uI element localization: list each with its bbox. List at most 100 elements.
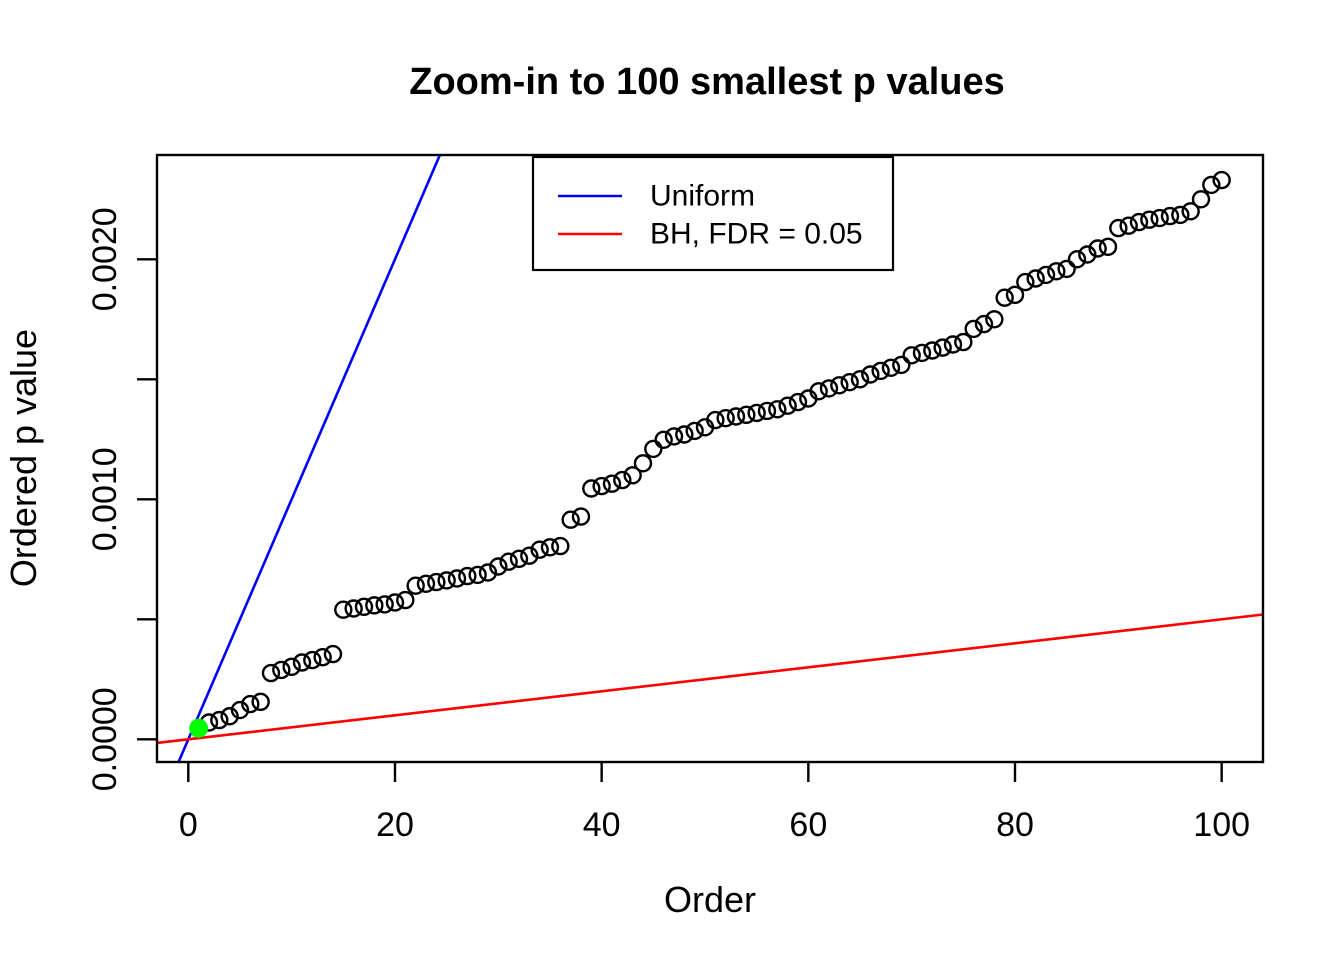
data-point — [582, 479, 601, 498]
data-point — [1181, 202, 1200, 221]
data-point — [1047, 262, 1066, 281]
data-point — [292, 653, 312, 672]
data-point — [396, 590, 415, 610]
data-point — [468, 565, 487, 585]
x-tick-label: 80 — [996, 806, 1034, 844]
data-point — [1202, 175, 1221, 195]
y-tick-label: 0.0000 — [86, 687, 124, 791]
uniform-line — [177, 154, 442, 763]
data-point — [633, 454, 653, 473]
data-point — [1160, 206, 1180, 226]
data-point — [251, 692, 270, 712]
data-point — [406, 576, 425, 595]
data-point — [1129, 212, 1149, 232]
data-point — [509, 549, 529, 569]
data-point — [1078, 245, 1097, 264]
data-point — [520, 546, 539, 565]
data-point — [272, 660, 291, 680]
data-point — [871, 361, 890, 381]
data-point — [1191, 190, 1211, 209]
data-point — [220, 707, 239, 726]
data-point — [344, 599, 363, 618]
data-point — [1109, 218, 1128, 238]
highlight-point — [189, 718, 209, 738]
data-point — [685, 421, 704, 441]
data-point — [602, 474, 622, 493]
y-axis-label: Ordered p value — [3, 329, 44, 587]
data-point — [365, 596, 384, 615]
data-point — [943, 335, 963, 354]
data-point — [995, 288, 1014, 307]
data-point — [540, 538, 560, 557]
data-point — [561, 510, 580, 529]
legend: Uniform BH, FDR = 0.05 — [531, 155, 895, 272]
data-point — [933, 338, 952, 357]
data-point — [623, 466, 642, 485]
data-point — [478, 563, 498, 582]
data-point — [892, 355, 911, 375]
data-point — [499, 552, 518, 571]
data-point — [1212, 170, 1231, 190]
data-point — [788, 392, 808, 412]
x-tick-label: 100 — [1193, 806, 1250, 844]
x-axis-label: Order — [664, 879, 756, 920]
data-point — [1057, 259, 1076, 279]
legend-box — [531, 155, 895, 272]
data-point — [664, 427, 684, 446]
data-point — [261, 663, 281, 683]
data-point — [303, 650, 322, 670]
data-point — [571, 507, 591, 526]
data-point — [1150, 208, 1169, 228]
data-point — [1088, 239, 1107, 258]
data-point — [778, 396, 797, 415]
data-point — [592, 476, 611, 496]
x-tick-label: 0 — [179, 806, 198, 844]
data-point — [974, 314, 994, 334]
data-point — [1098, 237, 1118, 257]
data-point — [923, 341, 942, 360]
data-point — [1140, 210, 1159, 229]
data-point — [230, 700, 250, 720]
data-point — [819, 379, 839, 398]
data-point — [706, 410, 725, 430]
data-point — [530, 540, 549, 559]
y-tick-label: 0.0010 — [86, 447, 124, 551]
data-point — [768, 400, 787, 419]
data-point — [644, 439, 663, 459]
data-point — [716, 408, 735, 428]
data-point — [954, 332, 973, 352]
data-point — [385, 593, 405, 612]
data-point — [840, 372, 859, 392]
x-tick-label: 20 — [376, 806, 414, 844]
data-point — [375, 595, 394, 614]
data-point — [881, 358, 901, 377]
y-tick-label: 0.0020 — [86, 207, 124, 311]
plot-box — [155, 153, 1265, 764]
data-point — [613, 470, 632, 490]
data-point — [757, 401, 777, 421]
data-point — [809, 382, 828, 401]
x-tick-label: 60 — [789, 806, 827, 844]
bh-fdr-line — [156, 613, 1264, 745]
data-point — [1067, 250, 1087, 269]
data-point — [416, 574, 436, 593]
data-point — [241, 694, 260, 714]
data-point — [282, 657, 301, 677]
data-point — [726, 407, 746, 426]
data-point — [902, 346, 921, 365]
data-point — [323, 644, 343, 664]
plot-render-layer: 0 20 40 60 80 100 0.0000 0.0010 0.0020 — [86, 153, 1265, 844]
data-point — [1026, 269, 1045, 288]
data-point — [313, 648, 332, 667]
data-point — [1005, 285, 1025, 305]
data-point — [747, 403, 766, 423]
data-point — [985, 310, 1004, 329]
data-point — [437, 571, 456, 590]
data-point — [354, 597, 374, 617]
data-point — [489, 557, 508, 576]
data-point — [458, 566, 477, 586]
data-point — [737, 405, 756, 425]
data-point — [427, 572, 446, 592]
